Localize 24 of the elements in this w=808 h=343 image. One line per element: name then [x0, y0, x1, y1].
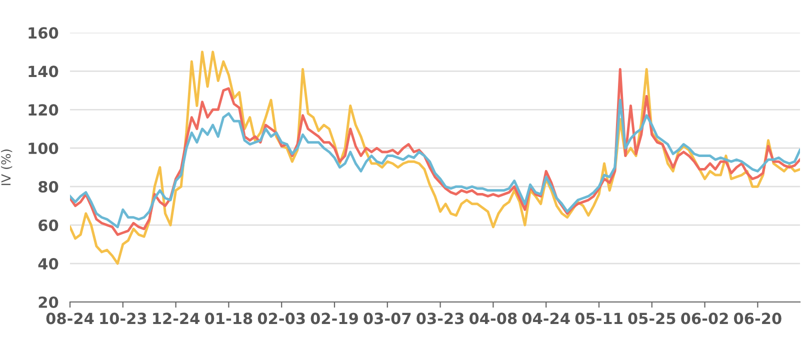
- x-tick-label: 04-08: [469, 312, 517, 324]
- x-tick-label: 05-11: [575, 312, 622, 324]
- y-tick-label: 100: [28, 142, 58, 154]
- x-tick-label: 02-19: [310, 312, 358, 324]
- x-tick-label: 01-18: [204, 312, 252, 324]
- x-tick-label: 04-24: [522, 312, 570, 324]
- y-axis-title: IV (%): [1, 150, 12, 186]
- y-tick-label: 140: [28, 66, 58, 78]
- x-tick-label: 03-23: [416, 312, 464, 324]
- x-tick-label: 05-25: [628, 312, 676, 324]
- y-tick-label: 20: [38, 296, 58, 308]
- line-series: [70, 98, 800, 228]
- x-tick-label: 08-24: [46, 312, 94, 324]
- y-tick-label: 120: [28, 104, 58, 116]
- y-tick-label: 80: [38, 181, 58, 193]
- x-tick-label: 06-20: [734, 312, 782, 324]
- y-tick-label: 40: [38, 258, 58, 270]
- x-tick-label: 06-02: [681, 312, 728, 324]
- x-tick-label: 03-07: [364, 312, 411, 324]
- x-tick-label: 02-03: [258, 312, 305, 324]
- x-tick-label: 10-23: [100, 312, 146, 324]
- y-tick-label: 160: [28, 27, 58, 39]
- y-tick-label: 60: [38, 220, 58, 232]
- x-tick-label: 12-24: [153, 312, 200, 324]
